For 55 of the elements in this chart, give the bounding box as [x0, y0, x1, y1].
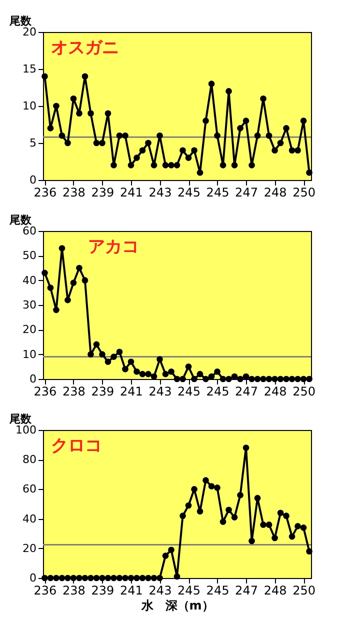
y-tick-label: 40: [22, 274, 36, 287]
chart-title: アカコ: [88, 237, 139, 257]
x-tick-label: 236: [34, 584, 57, 598]
x-tick-label: 248: [264, 584, 287, 598]
y-tick-label: 30: [22, 298, 36, 312]
x-tick-label: 239: [91, 186, 114, 200]
chart-title: オスガニ: [51, 38, 119, 58]
y-axis-title: 尾数: [8, 14, 32, 28]
y-tick-label: 100: [16, 424, 36, 436]
x-tick-label: 238: [62, 384, 86, 398]
y-tick-label: 15: [22, 62, 36, 76]
y-tick-label: 60: [22, 482, 36, 496]
x-tick-label: 248: [264, 384, 287, 398]
y-tick-label: 20: [22, 323, 36, 336]
x-tick-label: 243: [148, 584, 172, 598]
y-tick-label: 20: [22, 26, 36, 38]
x-tick-label: 245: [178, 186, 200, 200]
chart-title: クロコ: [51, 436, 102, 456]
y-tick-label: 10: [22, 348, 36, 361]
x-tick-label: 247: [235, 584, 258, 598]
x-tick-label: 247: [235, 384, 258, 398]
x-tick-label: 238: [62, 584, 86, 598]
y-tick-label: 0: [30, 372, 36, 386]
y-tick-label: 80: [22, 453, 36, 466]
x-tick-label: 245: [206, 384, 230, 398]
y-axis-title: 尾数: [8, 214, 32, 226]
x-tick-label: 238: [62, 186, 86, 200]
y-tick-label: 20: [22, 542, 36, 555]
y-tick-label: 10: [22, 100, 36, 112]
x-tick-label: 241: [120, 384, 143, 398]
x-tick-label: 248: [264, 186, 287, 200]
x-tick-label: 239: [91, 584, 114, 598]
x-tick-label: 247: [235, 186, 258, 200]
x-axis-title: 水 深（m）: [140, 598, 214, 612]
x-tick-label: 250: [292, 584, 316, 598]
x-tick-label: 245: [206, 186, 230, 200]
y-tick-label: 60: [22, 224, 36, 238]
x-tick-label: 250: [292, 384, 316, 398]
y-tick-label: 0: [30, 572, 36, 584]
x-tick-label: 241: [120, 186, 143, 200]
x-tick-label: 241: [120, 584, 143, 598]
x-tick-label: 239: [91, 384, 114, 398]
x-tick-label: 245: [178, 584, 200, 598]
x-tick-label: 245: [206, 584, 230, 598]
x-tick-label: 236: [34, 186, 57, 200]
y-tick-label: 50: [22, 249, 36, 262]
y-tick-label: 0: [30, 174, 36, 186]
x-tick-label: 243: [148, 186, 172, 200]
y-axis-title: 尾数: [8, 412, 32, 426]
x-tick-label: 243: [148, 384, 172, 398]
y-tick-label: 40: [22, 512, 36, 526]
y-tick-label: 5: [30, 136, 36, 150]
x-tick-label: 245: [178, 384, 200, 398]
x-tick-label: 250: [292, 186, 316, 200]
x-tick-label: 236: [34, 384, 57, 398]
